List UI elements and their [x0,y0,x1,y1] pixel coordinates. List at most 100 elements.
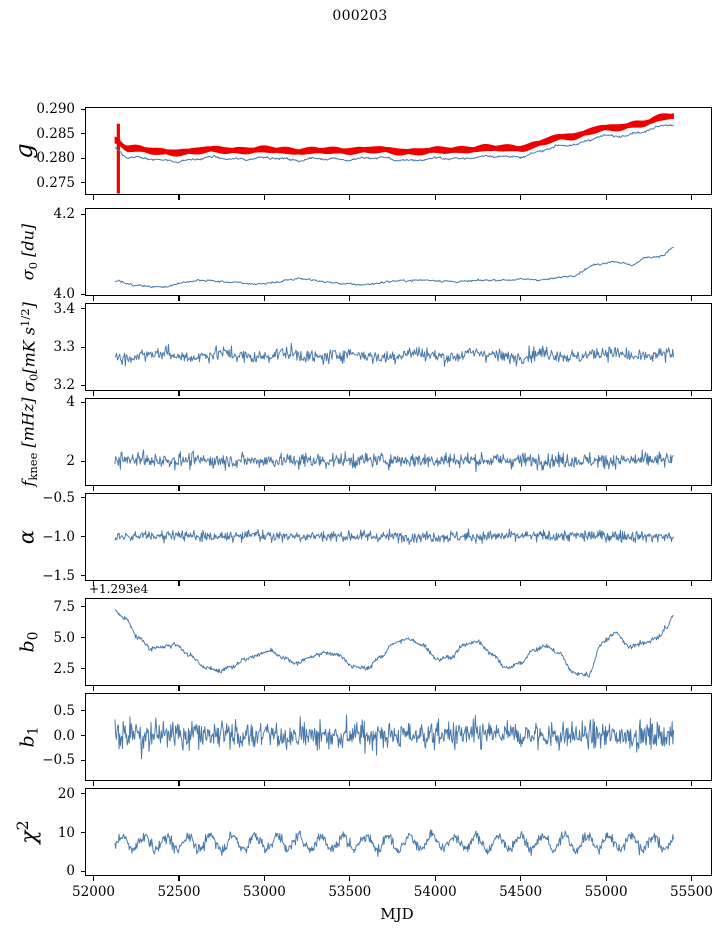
xtickmark-chi2-1 [178,876,180,881]
ytickmark-sigma0_mKs-2 [80,308,85,310]
ytickmark-g-3 [80,108,85,111]
xtickmark-f_knee-5 [520,486,522,491]
ylabel-chi2: χ2 [13,820,42,844]
xtickmark-b1-3 [349,781,351,786]
xtickmark-sigma0_du-6 [605,296,607,301]
xtickmark-sigma0_mKs-3 [349,391,351,396]
ytickmark-b1-1 [80,735,85,737]
xtickmark-sigma0_mKs-2 [263,391,265,396]
ytick-sigma0_mKs-2: 3.4 [53,300,75,317]
xtickmark-g-2 [263,195,265,200]
ytick-alpha-2: −0.5 [42,489,75,506]
xtickmark-b1-2 [263,781,265,786]
ytick-b0-2: 7.5 [53,598,75,615]
xtick-label-6: 55000 [584,884,628,900]
xtickmark-sigma0_mKs-1 [178,391,180,396]
ytickmark-alpha-2 [80,497,85,499]
ytickmark-g-2 [80,133,85,135]
ytickmark-b0-1 [80,637,85,639]
xtickmark-alpha-7 [690,581,693,586]
xtickmark-g-6 [605,195,607,200]
xtickmark-sigma0_du-3 [349,296,351,301]
xtickmark-f_knee-0 [93,486,95,491]
xtickmark-sigma0_mKs-7 [690,391,693,396]
series-alpha [114,528,674,545]
xtickmark-g-1 [178,195,180,200]
xtickmark-chi2-5 [520,876,522,881]
ytick-b0-0: 2.5 [53,660,75,677]
offset-text-b0: +1.293e4 [89,582,149,596]
ytick-chi2-1: 10 [57,824,75,841]
xtickmark-b0-4 [434,686,436,691]
ytick-g-2: 0.285 [36,125,75,142]
ytick-chi2-0: 0 [66,863,75,880]
series-band-upper [114,113,674,157]
xtickmark-b0-0 [93,686,95,691]
xtickmark-b1-1 [178,781,180,786]
ytick-sigma0_mKs-1: 3.3 [53,339,75,355]
figure-title: 000203 [332,8,388,24]
ytickmark-sigma0_mKs-1 [80,346,85,348]
ytickmark-f_knee-0 [80,460,85,462]
xtickmark-g-4 [434,195,436,200]
xtickmark-g-3 [349,195,351,200]
ytickmark-b1-2 [80,710,85,712]
xtickmark-b0-6 [605,686,607,691]
ytickmark-g-1 [80,157,85,159]
xtickmark-f_knee-3 [349,486,351,491]
ytickmark-b0-0 [80,668,85,670]
ytickmark-sigma0_mKs-0 [80,384,85,386]
ytick-sigma0_du-0: 4.0 [53,286,75,302]
xtickmark-b0-2 [263,686,265,691]
xtickmark-chi2-3 [349,876,351,881]
panel-alpha [85,493,712,581]
panel-b0 [85,598,712,686]
xtickmark-alpha-0 [93,581,95,586]
ytick-b1-2: 0.5 [53,702,75,719]
xtickmark-sigma0_du-2 [263,296,265,301]
xtickmark-f_knee-4 [434,486,436,491]
xtickmark-b0-3 [349,686,351,691]
ytick-g-1: 0.280 [36,150,75,167]
ytick-b0-1: 5.0 [53,629,75,646]
ytick-f_knee-0: 2 [66,453,75,470]
ytick-sigma0_du-1: 4.2 [53,206,75,222]
ytick-g-0: 0.275 [36,174,75,191]
xtickmark-sigma0_mKs-6 [605,391,607,396]
xtickmark-b1-6 [605,781,607,786]
series-f_knee [114,449,674,473]
xtickmark-sigma0_du-1 [178,296,180,301]
xtickmark-b0-1 [178,686,180,691]
ytickmark-chi2-1 [80,832,85,834]
series-b0 [114,609,674,678]
ytickmark-alpha-0 [80,575,85,577]
xtickmark-sigma0_du-5 [520,296,522,301]
xtickmark-chi2-6 [605,876,607,881]
series-sigma0_du [114,246,674,289]
xtick-label-5: 54500 [499,884,543,900]
xtickmark-alpha-3 [349,581,351,586]
series-sigma0_mKs [114,342,675,367]
xtickmark-sigma0_du-0 [93,296,95,301]
ytick-sigma0_mKs-0: 3.2 [53,377,75,394]
xtickmark-g-0 [93,195,95,200]
panel-g [85,107,712,195]
xtick-label-1: 52500 [157,884,201,900]
xtickmark-alpha-6 [605,581,607,586]
ytickmark-chi2-0 [80,870,85,872]
panel-chi2 [85,788,712,876]
xtickmark-b1-7 [690,781,693,786]
series-gain [114,124,674,164]
xtickmark-f_knee-2 [263,486,265,491]
xtickmark-sigma0_du-7 [690,296,693,301]
xtickmark-chi2-7 [690,876,693,881]
xtick-label-4: 54000 [413,884,457,900]
ytick-g-3: 0.290 [36,101,75,118]
ytickmark-sigma0_du-0 [80,293,85,295]
xtickmark-b0-5 [520,686,522,691]
xtickmark-alpha-1 [178,581,180,586]
ytick-alpha-0: −1.5 [42,567,75,584]
panel-b1 [85,693,712,781]
xtickmark-alpha-4 [434,581,436,586]
